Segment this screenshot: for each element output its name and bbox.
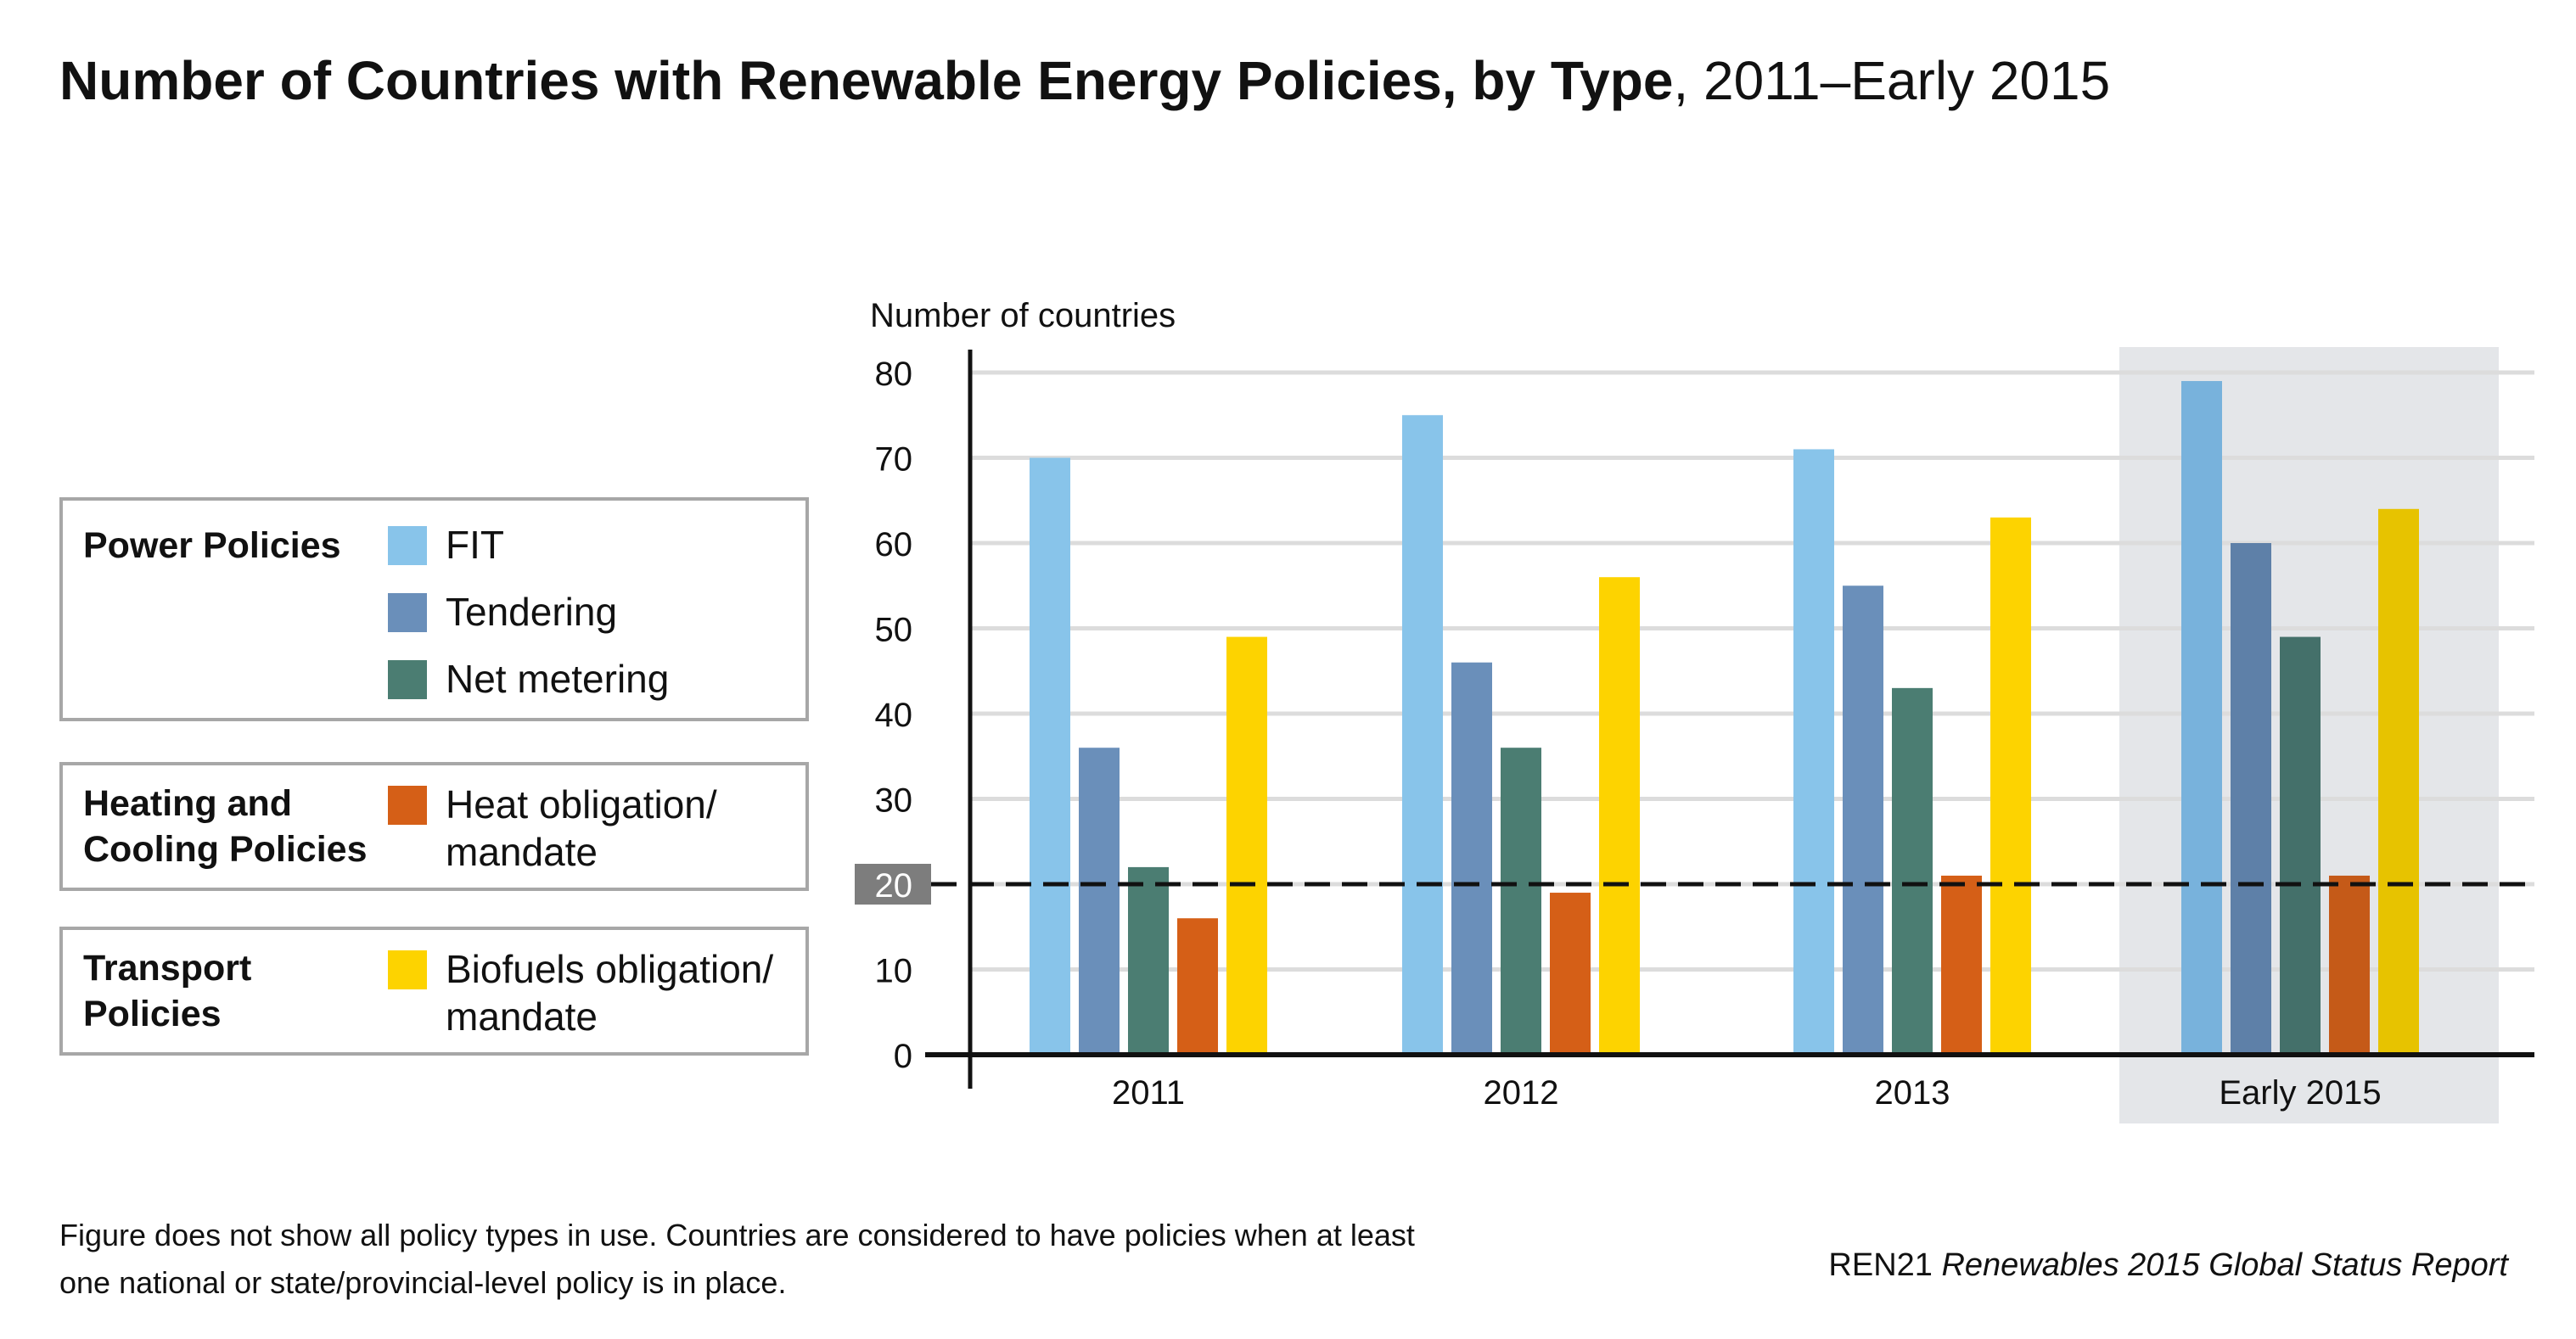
chart-title-main: Number of Countries with Renewable Energ… xyxy=(59,50,1674,111)
bar-tendering-2011 xyxy=(1079,748,1120,1055)
bar-heat-obligation-mandate-2012 xyxy=(1550,893,1591,1055)
legend-swatch-heat-obligation xyxy=(388,786,427,825)
chart-title: Number of Countries with Renewable Energ… xyxy=(59,49,2110,112)
bar-fit-2013 xyxy=(1793,449,1834,1055)
legend-swatch-fit xyxy=(388,526,427,565)
x-tick-label-early-2015: Early 2015 xyxy=(2219,1074,2381,1112)
legend-heating-title: Heating and Cooling Policies xyxy=(83,783,368,870)
y-tick-label-30: 30 xyxy=(875,782,913,820)
y-axis-label: Number of countries xyxy=(870,297,1176,334)
y-tick-label-0: 0 xyxy=(894,1038,912,1075)
bar-biofuels-obligation-mandate-early-2015 xyxy=(2378,508,2419,1055)
legend-power-policies: Power Policies FIT Tendering Net meterin… xyxy=(59,497,809,721)
y-tick-label-40: 40 xyxy=(875,697,913,734)
bar-net-metering-2011 xyxy=(1128,866,1169,1055)
bar-biofuels-obligation-mandate-2013 xyxy=(1990,517,2031,1055)
bar-tendering-2013 xyxy=(1843,585,1883,1055)
source-report-name: Renewables 2015 Global Status Report xyxy=(1941,1247,2508,1283)
bar-tendering-early-2015 xyxy=(2231,543,2271,1055)
bar-heat-obligation-mandate-2013 xyxy=(1941,875,1982,1055)
legend-label-net-metering: Net metering xyxy=(446,657,670,701)
legend-item-tendering: Tendering xyxy=(388,588,819,636)
legend-label-heat-obligation: Heat obligation/ mandate xyxy=(446,782,717,874)
legend-swatch-biofuels-obligation xyxy=(388,950,427,989)
bar-biofuels-obligation-mandate-2011 xyxy=(1226,636,1267,1055)
bar-net-metering-2012 xyxy=(1501,748,1541,1055)
legend-power-title: Power Policies xyxy=(83,525,341,566)
y-tick-label-20: 20 xyxy=(875,867,913,905)
legend-heating-policies: Heating and Cooling Policies Heat obliga… xyxy=(59,762,809,891)
y-tick-label-60: 60 xyxy=(875,526,913,563)
legend-item-fit: FIT xyxy=(388,521,819,569)
bar-heat-obligation-mandate-early-2015 xyxy=(2329,875,2370,1055)
legend-item-net-metering: Net metering xyxy=(388,655,819,703)
bar-fit-2012 xyxy=(1402,415,1443,1055)
bar-fit-2011 xyxy=(1030,457,1070,1055)
x-tick-label-2012: 2012 xyxy=(1484,1074,1559,1112)
legend-swatch-net-metering xyxy=(388,660,427,699)
legend-swatch-tendering xyxy=(388,593,427,632)
legend-transport-policies: Transport Policies Biofuels obligation/ … xyxy=(59,927,809,1056)
x-tick-label-2011: 2011 xyxy=(1112,1074,1185,1112)
bar-fit-early-2015 xyxy=(2181,381,2222,1055)
legend-transport-title: Transport Policies xyxy=(83,948,252,1034)
chart-title-years: , 2011–Early 2015 xyxy=(1673,50,2111,111)
y-tick-label-70: 70 xyxy=(875,441,913,479)
y-tick-label-80: 80 xyxy=(875,356,913,393)
y-tick-label-50: 50 xyxy=(875,612,913,649)
x-tick-label-2013: 2013 xyxy=(1875,1074,1950,1112)
source-prefix: REN21 xyxy=(1828,1247,1942,1283)
legend-label-biofuels-obligation: Biofuels obligation/ mandate xyxy=(446,947,774,1039)
bar-biofuels-obligation-mandate-2012 xyxy=(1599,577,1640,1055)
bar-net-metering-2013 xyxy=(1892,687,1933,1055)
reference-tick-bg xyxy=(855,864,931,905)
legend-item-biofuels-obligation: Biofuels obligation/ mandate xyxy=(388,945,802,1040)
legend-label-tendering: Tendering xyxy=(446,590,618,634)
y-tick-label-10: 10 xyxy=(875,953,913,990)
bar-tendering-2012 xyxy=(1451,662,1492,1055)
legend-item-heat-obligation: Heat obligation/ mandate xyxy=(388,781,768,876)
legend-label-fit: FIT xyxy=(446,523,504,567)
bar-heat-obligation-mandate-2011 xyxy=(1177,918,1218,1055)
footnote: Figure does not show all policy types in… xyxy=(59,1218,1415,1300)
source-credit: REN21 Renewables 2015 Global Status Repo… xyxy=(1828,1247,2508,1284)
bar-net-metering-early-2015 xyxy=(2280,636,2321,1055)
